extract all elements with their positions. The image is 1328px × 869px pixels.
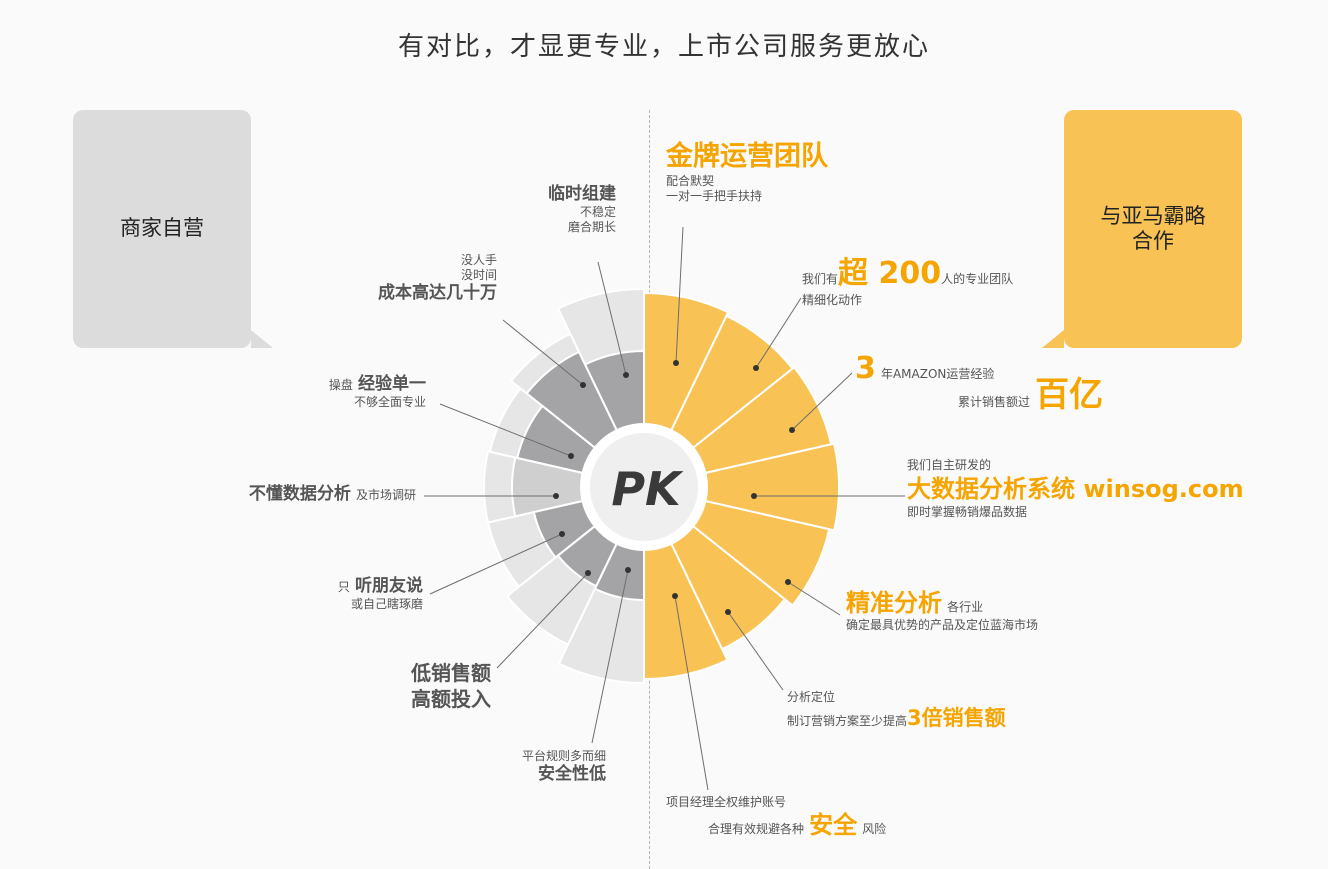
left-leader-line xyxy=(502,319,584,386)
right-item-1-title: 金牌运营团队 xyxy=(666,141,828,172)
right-leader-dot xyxy=(673,360,679,366)
right-item-7-pre: 项目经理全权维护账号 xyxy=(666,795,787,809)
right-item-3-sub: 累计销售额过 xyxy=(958,394,1031,409)
left-leader-line xyxy=(496,572,589,669)
right-item-1: 金牌运营团队 配合默契 一对一手把手扶持 xyxy=(666,139,828,204)
right-leader-dot xyxy=(753,365,759,371)
left-item-3: 操盘 经验单一 不够全面专业 xyxy=(329,374,426,410)
page-title: 有对比，才显更专业，上市公司服务更放心 xyxy=(397,32,930,62)
right-item-5: 精准分析 各行业 确定最具优势的产品及定位蓝海市场 xyxy=(846,588,1038,633)
right-item-1-line1: 配合默契 xyxy=(666,174,715,189)
right-item-2-sub: 精细化动作 xyxy=(802,292,863,307)
left-item-7-pre: 平台规则多而细 xyxy=(521,749,606,763)
right-item-4: 我们自主研发的 大数据分析系统 winsog.com 即时掌握畅销爆品数据 xyxy=(907,458,1244,520)
left-item-5-title: 听朋友说 xyxy=(355,576,423,596)
left-item-1: 临时组建 不稳定 磨合期长 xyxy=(548,184,616,235)
right-leader-dot xyxy=(785,579,791,585)
left-leader-dot xyxy=(585,570,591,576)
pk-label: PK xyxy=(611,462,684,516)
left-item-2: 没人手 没时间 成本高达几十万 xyxy=(378,253,497,304)
center-circle: PK xyxy=(580,423,708,551)
right-item-7-text: 合理有效规避各种 xyxy=(708,822,805,836)
right-item-7-highlight: 安全 xyxy=(809,811,858,839)
left-item-2-pre1: 没人手 xyxy=(460,253,497,267)
right-item-6-pre: 分析定位 xyxy=(787,690,836,704)
right-item-3-highlight: 3 xyxy=(855,351,876,386)
left-item-3-title: 经验单一 xyxy=(358,374,426,394)
right-item-7: 项目经理全权维护账号 合理有效规避各种 安全 风险 xyxy=(666,795,886,840)
left-leader-dot xyxy=(580,382,586,388)
left-item-6-title2: 高额投入 xyxy=(411,687,491,711)
left-item-1-line1: 不稳定 xyxy=(579,205,616,220)
left-leader-line xyxy=(591,569,629,744)
right-leader-dot xyxy=(725,609,731,615)
left-item-3-prefix: 操盘 xyxy=(328,378,353,392)
left-leader-dot xyxy=(568,453,574,459)
left-item-2-pre2: 没时间 xyxy=(460,268,497,282)
left-item-5-sub: 或自己瞎琢磨 xyxy=(350,597,423,612)
left-item-6-title1: 低销售额 xyxy=(411,661,491,685)
leader-layer xyxy=(424,226,905,791)
left-panel: 商家自营 xyxy=(73,110,251,348)
left-item-5: 只 听朋友说 或自己瞎琢磨 xyxy=(338,576,423,612)
right-item-5-title: 精准分析 xyxy=(846,589,942,617)
right-item-6: 分析定位 制订营销方案至少提高3倍销售额 xyxy=(787,690,1006,731)
right-item-4-title: 大数据分析系统 winsog.com xyxy=(907,475,1244,503)
right-item-6-highlight: 3倍销售额 xyxy=(907,706,1006,730)
left-item-3-sub: 不够全面专业 xyxy=(353,395,426,410)
left-item-1-line2: 磨合期长 xyxy=(567,220,616,235)
right-item-5-sub: 确定最具优势的产品及定位蓝海市场 xyxy=(846,618,1039,632)
right-panel-tail xyxy=(1042,330,1064,348)
right-leader-dot xyxy=(672,593,678,599)
right-item-6-text: 制订营销方案至少提高 xyxy=(787,714,908,728)
right-item-3-text: 年AMAZON运营经验 xyxy=(880,367,995,381)
right-leader-line xyxy=(674,595,709,791)
left-panel-title: 商家自营 xyxy=(120,216,204,241)
right-panel: 与亚马霸略 合作 xyxy=(1064,110,1242,348)
left-leader-dot xyxy=(623,372,629,378)
left-leader-dot xyxy=(553,493,559,499)
left-item-6: 低销售额 高额投入 xyxy=(411,660,491,712)
right-item-2-post: 人的专业团队 xyxy=(941,272,1014,286)
left-leader-dot xyxy=(559,531,565,537)
right-item-3-highlight2: 百亿 xyxy=(1035,374,1104,415)
right-leader-line xyxy=(727,611,784,691)
right-item-4-pre: 我们自主研发的 xyxy=(907,458,992,472)
right-item-1-line2: 一对一手把手扶持 xyxy=(666,189,763,204)
right-item-4-sub: 即时掌握畅销爆品数据 xyxy=(907,505,1028,520)
right-leader-line xyxy=(675,226,684,364)
right-panel-title: 与亚马霸略 合作 xyxy=(1100,203,1206,253)
right-item-5-suffix: 各行业 xyxy=(947,600,984,614)
right-leader-line xyxy=(787,581,841,616)
right-item-2: 我们有超 200人的专业团队 精细化动作 xyxy=(802,255,1013,308)
left-item-7-title: 安全性低 xyxy=(538,764,606,784)
left-leader-dot xyxy=(625,567,631,573)
left-leader-line xyxy=(597,261,627,376)
left-item-2-title: 成本高达几十万 xyxy=(378,283,497,303)
left-panel-tail xyxy=(251,330,273,348)
right-leader-dot xyxy=(789,427,795,433)
right-item-3: 3 年AMAZON运营经验 累计销售额过 百亿 xyxy=(855,350,1103,416)
right-leader-line xyxy=(755,297,802,369)
left-item-4-suffix: 及市场调研 xyxy=(355,488,416,502)
right-item-2-pre: 我们有 xyxy=(802,272,839,286)
right-item-7-post: 风险 xyxy=(862,822,887,836)
left-item-5-prefix: 只 xyxy=(337,580,350,594)
left-leader-line xyxy=(439,403,572,457)
segment-layer xyxy=(483,287,840,685)
left-item-4-title: 不懂数据分析 xyxy=(248,484,351,504)
right-leader-line xyxy=(791,372,853,431)
left-leader-line xyxy=(429,533,563,595)
left-item-1-title: 临时组建 xyxy=(548,184,616,204)
left-item-7: 平台规则多而细 安全性低 xyxy=(522,749,606,785)
center-disc xyxy=(590,433,698,541)
right-item-2-highlight: 超 200 xyxy=(838,256,942,291)
right-leader-dot xyxy=(751,493,757,499)
left-item-4: 不懂数据分析 及市场调研 xyxy=(249,484,416,505)
